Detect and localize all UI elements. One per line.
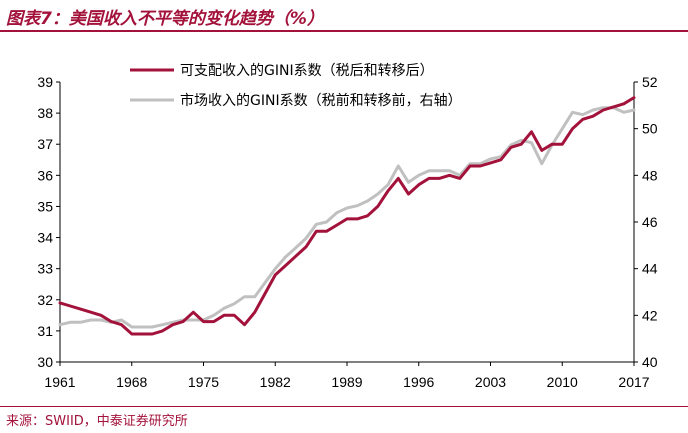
right-tick-label: 46 xyxy=(642,214,658,230)
right-tick-label: 50 xyxy=(642,121,658,137)
right-tick-label: 40 xyxy=(642,354,658,370)
legend-label: 可支配收入的GINI系数（税后和转移后） xyxy=(180,63,434,79)
right-tick-label: 42 xyxy=(642,307,658,323)
x-tick-label: 2017 xyxy=(618,374,649,390)
x-tick-label: 1996 xyxy=(403,374,434,390)
x-tick-label: 2003 xyxy=(475,374,506,390)
x-tick-label: 1982 xyxy=(260,374,291,390)
x-tick-label: 1961 xyxy=(44,374,75,390)
x-tick-label: 1968 xyxy=(116,374,147,390)
left-tick-label: 38 xyxy=(37,105,53,121)
chart-lines xyxy=(58,96,636,336)
chart-axes xyxy=(59,82,635,363)
disposable-gini-line xyxy=(58,96,636,336)
left-tick-label: 35 xyxy=(37,198,53,214)
chart-ticks: 30 31 32 33 34 35 36 37 38 39 40 42 44 46 48 50 52 1961 19… xyxy=(37,74,657,390)
legend-label: 市场收入的GINI系数（税前和转移前，右轴） xyxy=(180,92,462,109)
source-note: 来源：SWIID，中泰证券研究所 xyxy=(6,414,188,429)
source-rule xyxy=(0,406,688,407)
left-tick-label: 33 xyxy=(37,261,53,277)
x-tick-label: 1975 xyxy=(188,374,219,390)
right-tick-label: 44 xyxy=(642,261,658,277)
left-tick-label: 37 xyxy=(37,136,53,152)
market-gini-line xyxy=(58,106,636,329)
x-tick-label: 1989 xyxy=(331,374,362,390)
left-tick-label: 31 xyxy=(37,323,53,339)
chart-title: 图表7：美国收入不平等的变化趋势（%） xyxy=(6,9,324,29)
left-tick-label: 32 xyxy=(37,292,53,308)
left-tick-label: 36 xyxy=(37,167,53,183)
left-tick-label: 34 xyxy=(37,230,53,246)
right-tick-label: 48 xyxy=(642,167,658,183)
chart-legend: 可支配收入的GINI系数（税后和转移后） 市场收入的GINI系数（税前和转移前，右… xyxy=(130,63,462,109)
title-rule xyxy=(0,30,688,32)
right-tick-label: 52 xyxy=(642,74,658,90)
left-tick-label: 39 xyxy=(37,74,53,90)
left-tick-label: 30 xyxy=(37,354,53,370)
x-tick-label: 2010 xyxy=(547,374,578,390)
